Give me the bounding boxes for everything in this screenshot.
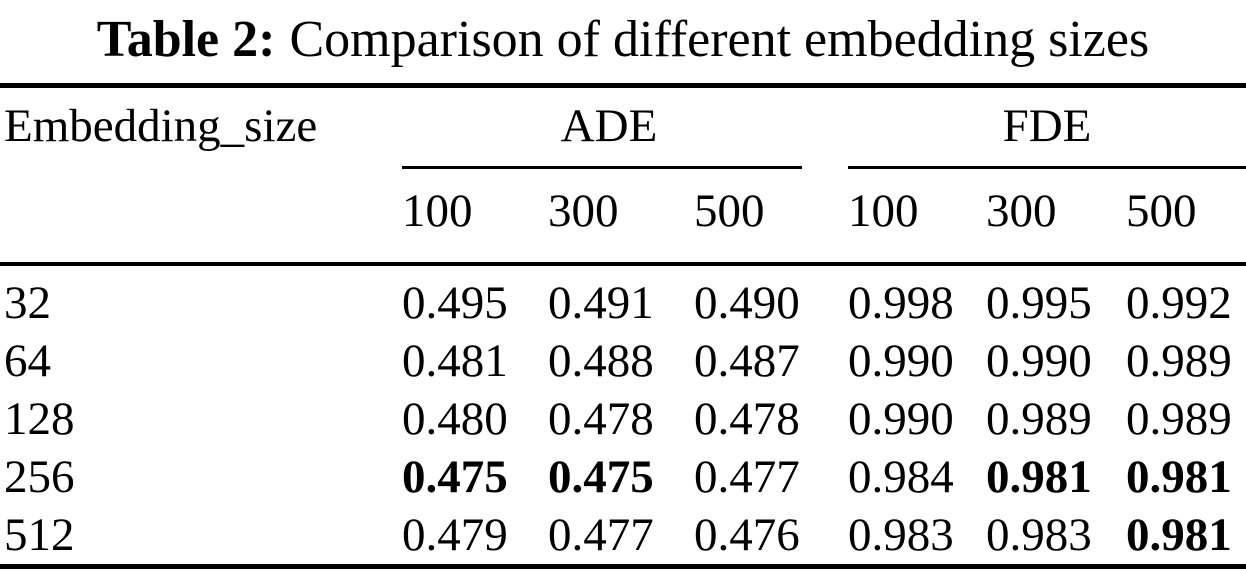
cell-ade-500: 0.487 <box>694 335 800 387</box>
cell-fde-100: 0.984 <box>848 451 954 503</box>
cell-ade-500: 0.478 <box>694 393 800 445</box>
cell-ade-100: 0.495 <box>402 277 508 329</box>
table-row: 128 0.480 0.478 0.478 0.990 0.989 0.989 <box>0 390 1246 448</box>
column-group-fde: FDE <box>828 88 1246 169</box>
table-row: 256 0.475 0.475 0.477 0.984 0.981 0.981 <box>0 448 1246 506</box>
cell-fde-100: 0.990 <box>848 393 954 445</box>
cell-ade-500: 0.477 <box>694 451 800 503</box>
table-caption-label: Table 2: <box>96 11 276 68</box>
cell-fde-500: 0.981 <box>1126 451 1232 503</box>
subcolumn-ade-500: 500 <box>694 185 765 237</box>
cell-ade-100: 0.479 <box>402 509 508 561</box>
cell-ade-500: 0.490 <box>694 277 800 329</box>
table-row: 32 0.495 0.491 0.490 0.998 0.995 0.992 <box>0 274 1246 332</box>
row-label: 512 <box>4 509 75 561</box>
row-label: 256 <box>4 451 75 503</box>
row-label: 64 <box>4 335 51 387</box>
column-group-ade-label: ADE <box>560 100 658 152</box>
cell-fde-300: 0.983 <box>986 509 1092 561</box>
cell-fde-500: 0.981 <box>1126 509 1232 561</box>
cell-fde-500: 0.992 <box>1126 277 1232 329</box>
table-body: 32 0.495 0.491 0.490 0.998 0.995 0.992 6… <box>0 266 1246 564</box>
subcolumn-fde-100: 100 <box>848 185 919 237</box>
ade-group-rule <box>402 166 802 169</box>
table-row: 64 0.481 0.488 0.487 0.990 0.990 0.989 <box>0 332 1246 390</box>
cell-fde-300: 0.989 <box>986 393 1092 445</box>
cell-ade-300: 0.488 <box>548 335 654 387</box>
cell-ade-300: 0.491 <box>548 277 654 329</box>
cell-fde-100: 0.998 <box>848 277 954 329</box>
column-group-ade: ADE <box>390 88 828 169</box>
cell-ade-100: 0.480 <box>402 393 508 445</box>
cell-ade-300: 0.477 <box>548 509 654 561</box>
cell-fde-300: 0.981 <box>986 451 1092 503</box>
cell-fde-500: 0.989 <box>1126 335 1232 387</box>
table-header-rule <box>0 262 1246 266</box>
table-caption: Table 2: Comparison of different embeddin… <box>0 0 1246 83</box>
table-row: 512 0.479 0.477 0.476 0.983 0.983 0.981 <box>0 506 1246 564</box>
column-header-embedding-size: Embedding_size <box>4 100 318 152</box>
subcolumn-ade-300: 300 <box>548 185 619 237</box>
cell-fde-500: 0.989 <box>1126 393 1232 445</box>
table-header: Embedding_size ADE FDE 100 300 500 100 3… <box>0 88 1246 262</box>
table-bottom-rule <box>0 564 1246 569</box>
cell-ade-300: 0.478 <box>548 393 654 445</box>
cell-ade-100: 0.475 <box>402 451 508 503</box>
subcolumn-fde-300: 300 <box>986 185 1057 237</box>
cell-fde-300: 0.990 <box>986 335 1092 387</box>
column-group-fde-label: FDE <box>1002 100 1092 152</box>
cell-ade-100: 0.481 <box>402 335 508 387</box>
cell-ade-300: 0.475 <box>548 451 654 503</box>
cell-ade-500: 0.476 <box>694 509 800 561</box>
subcolumn-fde-500: 500 <box>1126 185 1197 237</box>
subcolumn-ade-100: 100 <box>402 185 473 237</box>
cell-fde-100: 0.983 <box>848 509 954 561</box>
cell-fde-100: 0.990 <box>848 335 954 387</box>
table-top-rule <box>0 83 1246 88</box>
table-caption-text: Comparison of different embedding sizes <box>289 11 1150 68</box>
fde-group-rule <box>848 166 1246 169</box>
row-label: 32 <box>4 277 51 329</box>
cell-fde-300: 0.995 <box>986 277 1092 329</box>
row-label: 128 <box>4 393 75 445</box>
